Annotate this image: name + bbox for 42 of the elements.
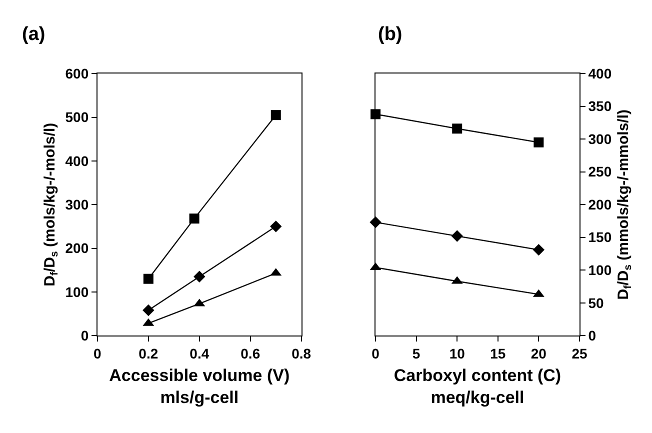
y-tick-label: 100 <box>65 284 89 300</box>
x-tick-label: 25 <box>572 345 588 362</box>
x-tick-label: 0 <box>94 345 102 362</box>
point <box>452 124 462 134</box>
x-tick-label: 0.2 <box>138 345 158 362</box>
point <box>532 244 545 256</box>
x-axis-title: Accessible volume (V) mls/g-cell <box>109 366 290 407</box>
point <box>451 230 463 242</box>
y-tick-label: 600 <box>65 65 89 82</box>
y2-tick-label: 400 <box>588 65 612 82</box>
y-tick-label: 400 <box>65 152 89 169</box>
x-tick-label: 15 <box>490 345 506 362</box>
point <box>194 270 206 282</box>
y2-tick-label: 300 <box>588 130 612 147</box>
x-tick-label: 10 <box>449 345 466 362</box>
y2-tick-label: 350 <box>588 98 612 114</box>
x-axis-title: Carboxyl content (C) meq/kg-cell <box>394 366 562 407</box>
point <box>189 214 200 224</box>
x-tick-label: 0 <box>372 345 380 362</box>
y-tick-label: 300 <box>65 196 89 212</box>
y2-tick-label: 50 <box>588 294 604 311</box>
y2-tick-label: 250 <box>588 164 612 180</box>
y2-tick-label: 100 <box>588 262 612 278</box>
chart-title: (b) <box>378 24 402 45</box>
x-tick-label: 0.8 <box>292 345 312 362</box>
y2-tick-label: 150 <box>588 229 612 246</box>
y-tick-label: 500 <box>65 109 89 126</box>
x-tick-label: 0.6 <box>240 345 260 362</box>
y-tick-label: 0 <box>80 328 89 344</box>
y-tick-label: 200 <box>65 240 89 256</box>
point <box>143 274 154 284</box>
x-tick-label: 0.4 <box>190 345 210 362</box>
chart-title: (a) <box>22 24 46 45</box>
y2-tick-label: 0 <box>588 328 596 344</box>
point <box>534 137 544 148</box>
point <box>370 109 381 120</box>
point <box>142 304 154 316</box>
point <box>270 220 282 232</box>
point <box>270 110 281 120</box>
y2-tick-label: 200 <box>588 196 612 212</box>
x-tick-label: 5 <box>412 345 420 362</box>
x-tick-label: 20 <box>530 345 547 362</box>
